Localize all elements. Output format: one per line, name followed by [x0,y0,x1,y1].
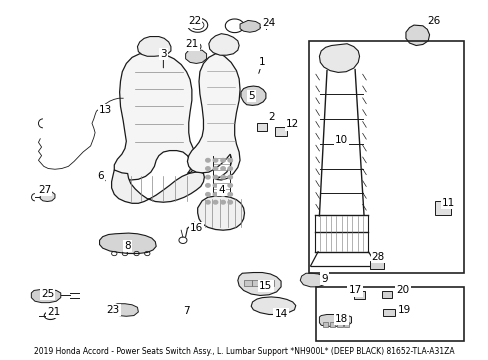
Polygon shape [31,289,61,303]
Circle shape [205,184,210,187]
Text: 6: 6 [98,171,104,181]
Text: 8: 8 [124,241,131,251]
Text: 24: 24 [262,18,275,28]
Bar [308,41,464,273]
Bar [337,322,342,327]
Text: 2: 2 [267,112,274,122]
Text: 4: 4 [218,185,224,195]
Bar [259,280,266,286]
Circle shape [205,175,210,179]
Text: 28: 28 [371,252,384,262]
Text: 22: 22 [187,17,201,27]
Bar [382,309,394,316]
Text: 11: 11 [441,198,454,208]
Polygon shape [110,304,138,316]
Bar [266,280,273,286]
Bar [369,261,383,269]
Bar [257,123,266,131]
Text: 14: 14 [274,310,287,319]
Circle shape [213,167,217,170]
Text: 21: 21 [185,40,198,49]
Circle shape [221,184,225,187]
Text: 7: 7 [183,306,189,316]
Text: 27: 27 [38,185,51,195]
Polygon shape [240,21,260,32]
Circle shape [213,175,217,179]
Text: 21: 21 [47,307,60,317]
Circle shape [213,201,217,204]
Circle shape [205,158,210,162]
Bar [322,322,327,327]
Circle shape [227,201,232,204]
Text: 15: 15 [259,281,272,291]
Text: 23: 23 [106,305,120,315]
Text: 3: 3 [160,49,166,59]
Circle shape [221,175,225,179]
Text: 1: 1 [259,57,265,67]
Polygon shape [197,196,244,230]
Text: 19: 19 [397,305,410,315]
Bar [274,127,287,136]
Bar [343,322,348,327]
Text: 12: 12 [285,120,299,129]
Polygon shape [251,297,295,315]
Text: 16: 16 [189,224,203,233]
Circle shape [227,175,232,179]
Polygon shape [100,233,156,253]
Text: 25: 25 [41,289,54,299]
Bar [329,322,334,327]
Polygon shape [40,192,55,202]
Polygon shape [405,25,428,45]
Circle shape [227,167,232,170]
Polygon shape [208,34,239,55]
Bar [381,291,391,298]
Text: 20: 20 [395,285,408,296]
Circle shape [221,167,225,170]
Polygon shape [114,54,196,180]
Circle shape [221,193,225,196]
Bar [252,280,259,286]
Circle shape [205,167,210,170]
Circle shape [227,158,232,162]
Polygon shape [111,170,204,203]
Circle shape [227,184,232,187]
Circle shape [205,201,210,204]
Text: 17: 17 [348,285,361,296]
Bar [244,280,251,286]
Circle shape [213,184,217,187]
Text: 26: 26 [427,17,440,27]
Polygon shape [241,86,265,105]
Circle shape [221,158,225,162]
Polygon shape [185,50,206,63]
Text: 5: 5 [247,91,254,101]
Polygon shape [319,315,351,326]
Polygon shape [137,37,171,56]
Circle shape [213,193,217,196]
Polygon shape [237,273,281,296]
Polygon shape [319,44,359,72]
Circle shape [221,201,225,204]
Text: 13: 13 [99,105,112,115]
Bar [353,291,364,299]
Polygon shape [300,273,325,287]
Circle shape [213,158,217,162]
Text: 18: 18 [334,314,347,324]
Text: 10: 10 [334,135,347,145]
Circle shape [227,193,232,196]
Circle shape [205,193,210,196]
Bar [315,287,463,341]
Text: 9: 9 [321,274,327,284]
Bar [434,201,450,215]
Polygon shape [187,54,240,180]
Text: 2019 Honda Accord - Power Seats Switch Assy., L. Lumbar Support *NH900L* (DEEP B: 2019 Honda Accord - Power Seats Switch A… [34,347,454,356]
